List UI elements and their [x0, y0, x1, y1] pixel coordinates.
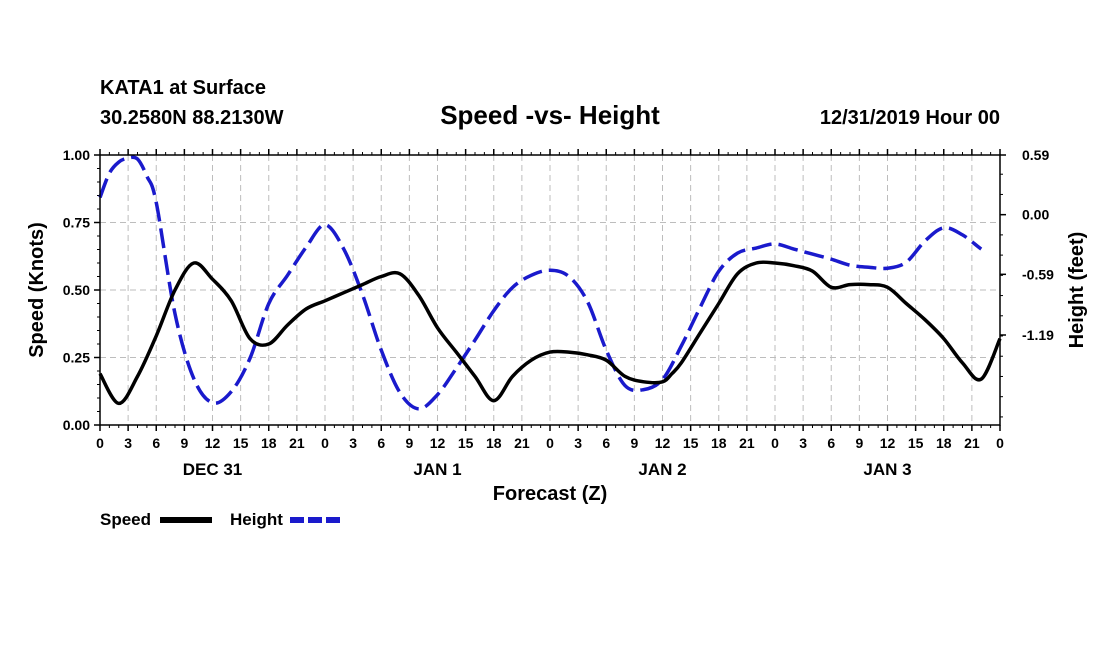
- left-tick-label: 0.00: [63, 417, 90, 433]
- x-tick-label: 9: [855, 435, 863, 451]
- series-line-height: [98, 155, 983, 411]
- right-tick-label: -0.59: [1022, 266, 1054, 282]
- x-tick-label: 15: [908, 435, 924, 451]
- x-tick-label: 15: [458, 435, 474, 451]
- day-label: JAN 3: [863, 460, 911, 479]
- data-series: [98, 155, 1002, 411]
- x-tick-label: 0: [321, 435, 329, 451]
- tick-labels: 1.00 0.75 0.50 0.25 0.00 0.59 0.00 -0.59 -1.19 0 3…: [63, 147, 1054, 479]
- x-tick-label: 0: [96, 435, 104, 451]
- x-tick-label: 21: [964, 435, 980, 451]
- legend-label-speed: Speed: [100, 510, 151, 529]
- series-line-speed: [98, 260, 1002, 406]
- x-tick-label: 6: [152, 435, 160, 451]
- day-label: DEC 31: [183, 460, 243, 479]
- x-axis-label: Forecast (Z): [493, 483, 607, 505]
- x-tick-label: 9: [630, 435, 638, 451]
- plot-frame: [99, 154, 1001, 426]
- legend: Speed Height: [100, 510, 342, 529]
- right-tick-label: 0.59: [1022, 147, 1049, 163]
- left-tick-label: 0.50: [63, 282, 90, 298]
- x-tick-label: 6: [827, 435, 835, 451]
- day-label: JAN 1: [413, 460, 461, 479]
- left-tick-label: 0.75: [63, 215, 90, 231]
- x-tick-label: 18: [711, 435, 727, 451]
- x-tick-label: 3: [124, 435, 132, 451]
- x-tick-label: 0: [996, 435, 1004, 451]
- right-tick-label: -1.19: [1022, 327, 1054, 343]
- coordinates-label: 30.2580N 88.2130W: [100, 107, 284, 129]
- y-axis-right-label: Height (feet): [1066, 232, 1088, 349]
- y-axis-left-label: Speed (Knots): [26, 222, 48, 358]
- x-tick-label: 3: [349, 435, 357, 451]
- x-tick-label: 15: [233, 435, 249, 451]
- x-tick-label: 9: [405, 435, 413, 451]
- day-label: JAN 2: [638, 460, 686, 479]
- x-tick-label: 12: [205, 435, 221, 451]
- x-tick-label: 18: [936, 435, 952, 451]
- left-tick-label: 0.25: [63, 350, 90, 366]
- right-tick-label: 0.00: [1022, 207, 1049, 223]
- x-tick-label: 9: [180, 435, 188, 451]
- x-tick-label: 21: [289, 435, 305, 451]
- legend-label-height: Height: [230, 510, 283, 529]
- forecast-date: 12/31/2019 Hour 00: [820, 107, 1000, 129]
- x-tick-label: 12: [655, 435, 671, 451]
- left-tick-label: 1.00: [63, 147, 90, 163]
- x-tick-label: 3: [799, 435, 807, 451]
- x-tick-label: 21: [514, 435, 530, 451]
- x-tick-label: 0: [771, 435, 779, 451]
- x-tick-label: 18: [486, 435, 502, 451]
- x-tick-label: 15: [683, 435, 699, 451]
- x-tick-label: 12: [430, 435, 446, 451]
- x-tick-label: 21: [739, 435, 755, 451]
- x-tick-label: 3: [574, 435, 582, 451]
- x-tick-label: 0: [546, 435, 554, 451]
- x-tick-label: 6: [602, 435, 610, 451]
- station-label: KATA1 at Surface: [100, 77, 266, 99]
- x-tick-label: 6: [377, 435, 385, 451]
- chart-title: Speed -vs- Height: [440, 100, 660, 130]
- x-tick-label: 12: [880, 435, 896, 451]
- x-tick-label: 18: [261, 435, 277, 451]
